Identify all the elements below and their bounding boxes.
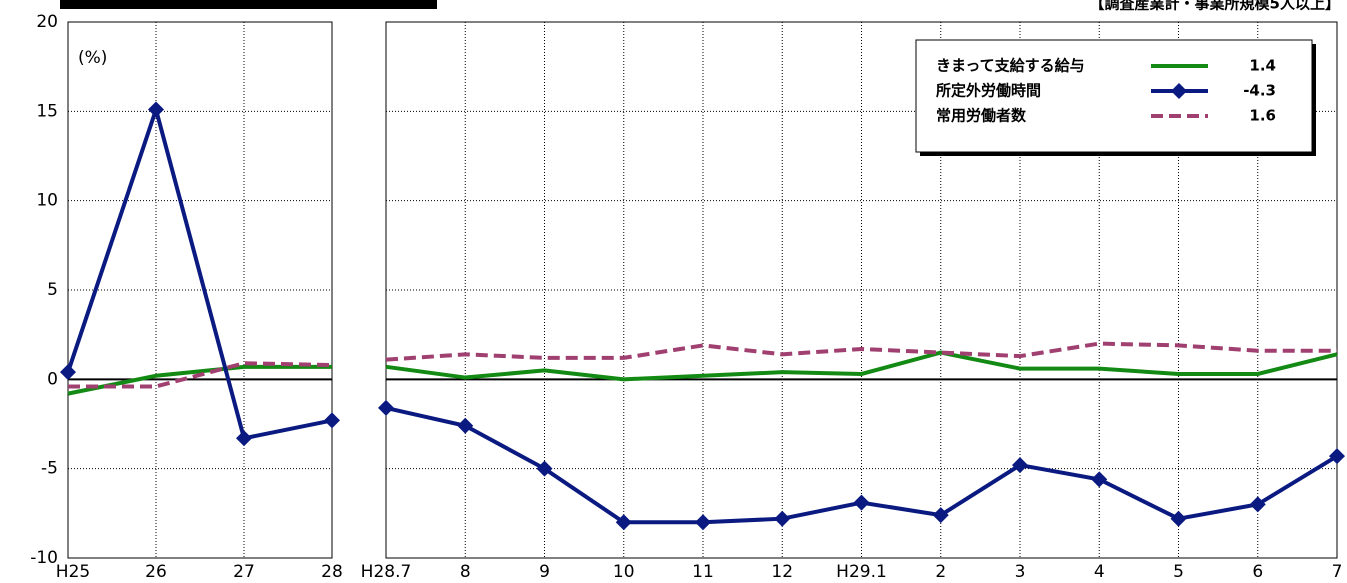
point-marker bbox=[1170, 510, 1187, 527]
x-tick-label: 7 bbox=[1332, 562, 1343, 582]
point-marker bbox=[536, 460, 553, 477]
x-tick-label: 26 bbox=[145, 562, 167, 582]
x-tick-label: 6 bbox=[1252, 562, 1263, 582]
series-line bbox=[385, 341, 1337, 362]
legend-label: きまって支給する給与 bbox=[936, 57, 1085, 75]
x-tick-label: 3 bbox=[1015, 562, 1026, 582]
point-marker bbox=[236, 430, 252, 447]
x-tick-label: 10 bbox=[613, 562, 635, 582]
legend-marker bbox=[1171, 83, 1187, 99]
y-tick-label: 10 bbox=[36, 191, 58, 211]
point-marker bbox=[148, 101, 164, 118]
point-marker bbox=[457, 417, 474, 434]
x-tick-label: 5 bbox=[1173, 562, 1184, 582]
x-tick-label: 8 bbox=[460, 562, 471, 582]
point-marker bbox=[853, 494, 870, 511]
title-bar bbox=[60, 0, 437, 9]
plot-frame bbox=[67, 21, 333, 559]
series-line bbox=[66, 102, 333, 441]
plot-frame bbox=[385, 21, 1338, 559]
legend-box bbox=[915, 39, 1313, 153]
point-marker bbox=[60, 364, 76, 381]
legend-value: -4.3 bbox=[1243, 82, 1276, 100]
y-tick-label: -5 bbox=[41, 459, 58, 479]
legend-label: 常用労働者数 bbox=[936, 107, 1027, 125]
point-marker bbox=[615, 514, 632, 531]
legend-value: 1.4 bbox=[1249, 57, 1276, 75]
y-tick-label: 20 bbox=[36, 12, 58, 32]
series-line bbox=[68, 361, 333, 389]
point-marker bbox=[378, 399, 394, 416]
x-tick-label: H29.1 bbox=[836, 562, 887, 582]
y-tick-label: 5 bbox=[47, 280, 58, 300]
y-tick-label: 0 bbox=[47, 369, 58, 389]
x-tick-label: 9 bbox=[539, 562, 550, 582]
point-marker bbox=[932, 507, 949, 524]
point-marker bbox=[774, 510, 791, 527]
y-unit: (%) bbox=[78, 48, 107, 68]
point-marker bbox=[1012, 457, 1028, 474]
x-tick-label: H25 bbox=[56, 562, 90, 582]
y-tick-label: 15 bbox=[36, 101, 58, 121]
x-tick-label: 11 bbox=[692, 562, 714, 582]
x-tick-label: 12 bbox=[771, 562, 793, 582]
x-tick-label: H28.7 bbox=[361, 562, 412, 582]
y-tick-label: -10 bbox=[30, 548, 58, 568]
x-tick-label: 28 bbox=[321, 562, 343, 582]
point-marker bbox=[1091, 471, 1108, 488]
point-marker bbox=[324, 412, 340, 429]
point-marker bbox=[1329, 448, 1345, 465]
point-marker bbox=[1249, 496, 1266, 513]
x-tick-label: 4 bbox=[1094, 562, 1105, 582]
series-line bbox=[385, 350, 1338, 382]
legend-label: 所定外労働時間 bbox=[936, 82, 1041, 100]
x-tick-label: 27 bbox=[233, 562, 255, 582]
legend-value: 1.6 bbox=[1249, 107, 1276, 125]
x-tick-label: 2 bbox=[935, 562, 946, 582]
subtitle: 【調査産業計・事業所規模5人以上】 bbox=[1090, 0, 1340, 13]
point-marker bbox=[695, 514, 711, 531]
